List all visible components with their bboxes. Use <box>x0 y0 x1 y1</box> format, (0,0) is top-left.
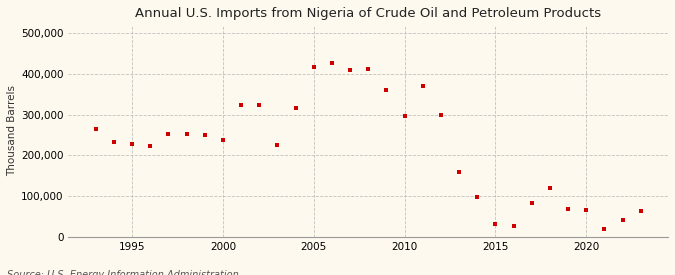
Point <box>199 133 210 137</box>
Point <box>417 84 428 89</box>
Point <box>254 103 265 108</box>
Point <box>90 127 101 131</box>
Point <box>526 201 537 205</box>
Point <box>545 186 556 191</box>
Point <box>272 143 283 147</box>
Point <box>617 218 628 222</box>
Text: Source: U.S. Energy Information Administration: Source: U.S. Energy Information Administ… <box>7 271 238 275</box>
Point <box>454 169 464 174</box>
Point <box>399 114 410 119</box>
Point <box>435 112 446 117</box>
Point <box>290 106 301 110</box>
Point <box>163 132 173 136</box>
Point <box>563 207 574 212</box>
Point <box>308 65 319 69</box>
Point <box>327 60 338 65</box>
Point <box>127 142 138 146</box>
Point <box>181 132 192 136</box>
Title: Annual U.S. Imports from Nigeria of Crude Oil and Petroleum Products: Annual U.S. Imports from Nigeria of Crud… <box>135 7 601 20</box>
Point <box>490 222 501 227</box>
Point <box>345 68 356 73</box>
Point <box>635 209 646 214</box>
Point <box>381 87 392 92</box>
Point <box>109 140 119 145</box>
Y-axis label: Thousand Barrels: Thousand Barrels <box>7 86 17 177</box>
Point <box>217 138 228 142</box>
Point <box>363 67 374 71</box>
Point <box>599 226 610 231</box>
Point <box>236 102 246 107</box>
Point <box>472 195 483 199</box>
Point <box>508 224 519 228</box>
Point <box>581 208 592 212</box>
Point <box>145 144 156 148</box>
